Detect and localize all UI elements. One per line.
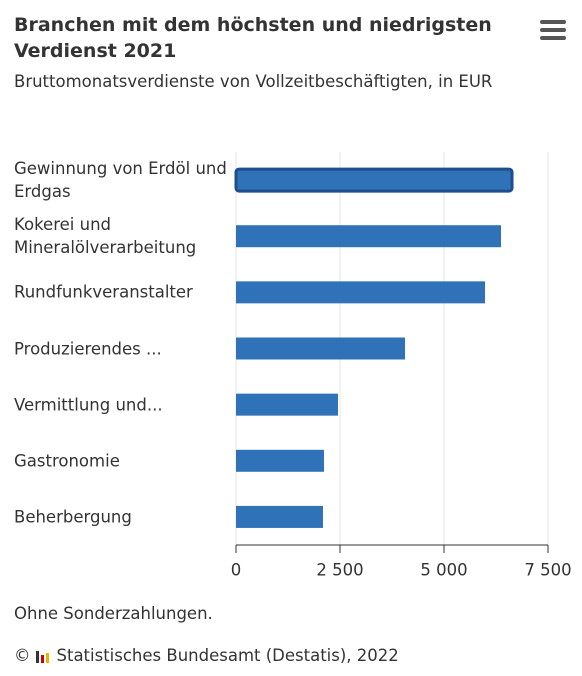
chart-title: Branchen mit dem höchsten und niedrigste… bbox=[14, 14, 492, 62]
menu-bar bbox=[540, 36, 566, 40]
bar bbox=[236, 393, 339, 416]
y-tick-label: Rundfunkveranstalter bbox=[14, 282, 193, 302]
y-tick-label: Gewinnung von Erdöl und Erdgas bbox=[14, 159, 227, 202]
credit: Statistisches Bundesamt (Destatis), 2022 bbox=[56, 646, 399, 665]
menu-bar bbox=[540, 20, 566, 24]
bar bbox=[234, 167, 514, 193]
note: Ohne Sonderzahlungen. bbox=[14, 604, 213, 623]
menu-button[interactable] bbox=[540, 20, 566, 40]
y-tick-label: Kokerei und Mineralölverarbeitung bbox=[14, 215, 197, 258]
bar bbox=[236, 505, 323, 528]
bar bbox=[236, 281, 486, 304]
credit-line: © Statistisches Bundesamt (Destatis), 20… bbox=[14, 646, 399, 665]
menu-bar bbox=[540, 28, 566, 32]
chart-subtitle: Bruttomonatsverdienste von Vollzeitbesch… bbox=[14, 72, 493, 91]
y-tick-label: Gastronomie bbox=[14, 451, 120, 471]
copyright: © bbox=[14, 646, 31, 665]
y-tick-label: Produzierendes ... bbox=[14, 339, 162, 358]
bar bbox=[236, 449, 324, 472]
bar bbox=[236, 337, 406, 360]
x-tick-label: 2 500 bbox=[316, 561, 363, 580]
x-tick-label: 5 000 bbox=[420, 561, 467, 580]
destatis-logo bbox=[35, 650, 49, 663]
y-tick-label: Vermittlung und... bbox=[14, 395, 163, 415]
chart: 0 2 500 5 000 7 500 bbox=[231, 20, 572, 580]
x-tick-label: 0 bbox=[231, 561, 242, 580]
bar bbox=[236, 225, 501, 248]
y-tick-label: Beherbergung bbox=[14, 507, 132, 527]
x-tick-label: 7 500 bbox=[524, 561, 571, 580]
